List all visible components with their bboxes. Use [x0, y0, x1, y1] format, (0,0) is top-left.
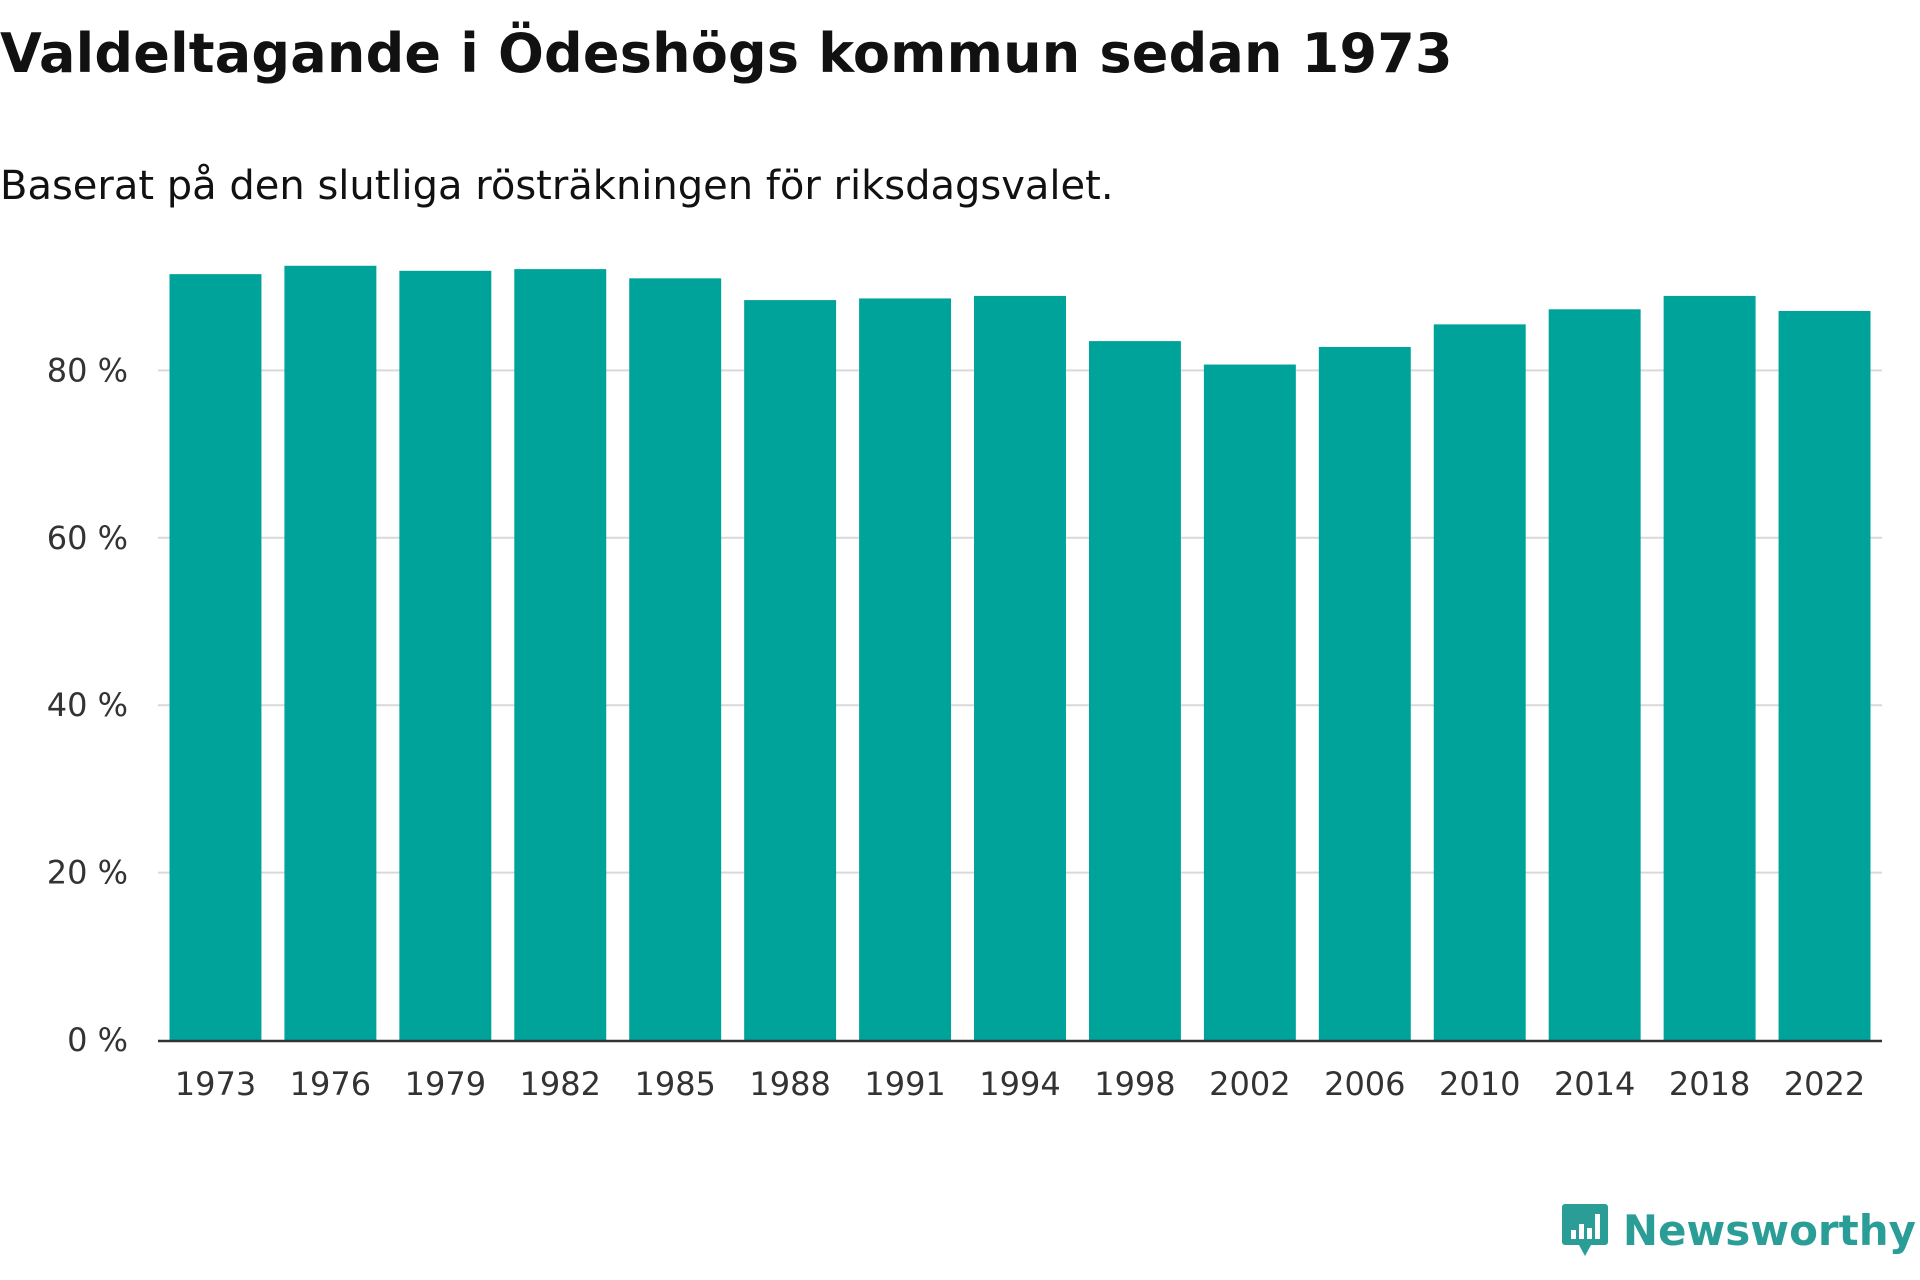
- x-tick-label: 1985: [634, 1065, 715, 1103]
- bar-2006[interactable]: [1318, 346, 1411, 1040]
- chart-title: Valdeltagande i Ödeshögs kommun sedan 19…: [0, 22, 1453, 85]
- x-tick-label: 1998: [1094, 1065, 1175, 1103]
- y-tick-label: 20 %: [47, 854, 128, 892]
- y-tick-label: 0 %: [67, 1021, 128, 1059]
- bar-2010[interactable]: [1433, 324, 1526, 1040]
- x-tick-label: 2022: [1784, 1065, 1865, 1103]
- bar-1998[interactable]: [1088, 341, 1181, 1041]
- x-tick-label: 1994: [979, 1065, 1060, 1103]
- bar-2022[interactable]: [1778, 310, 1871, 1040]
- brand-name: Newsworthy: [1622, 1205, 1916, 1255]
- y-axis-labels: 0 % 20 % 40 % 60 % 80 %: [47, 351, 128, 1059]
- newsworthy-logo-icon: [1561, 1204, 1608, 1256]
- bar-2014[interactable]: [1548, 309, 1641, 1040]
- y-tick-label: 60 %: [47, 519, 128, 557]
- bar-1991[interactable]: [859, 298, 952, 1041]
- chart-subtitle: Baserat på den slutliga rösträkningen fö…: [0, 163, 1114, 209]
- bar-1994[interactable]: [974, 295, 1066, 1041]
- x-tick-label: 2002: [1209, 1065, 1290, 1103]
- y-tick-label: 80 %: [47, 351, 128, 389]
- x-tick-label: 2006: [1324, 1065, 1405, 1103]
- bar-1982[interactable]: [514, 269, 607, 1040]
- bar-1973[interactable]: [169, 274, 262, 1040]
- y-tick-label: 40 %: [47, 686, 128, 724]
- bar-1985[interactable]: [629, 278, 722, 1041]
- x-tick-label: 2010: [1439, 1065, 1520, 1103]
- x-axis-labels: 1973 1976 1979 1982 1985 1988 1991 1994 1998 2002…: [175, 1065, 1866, 1103]
- brand-logo: Newsworthy: [1561, 1202, 1916, 1258]
- bar-2018[interactable]: [1663, 295, 1756, 1041]
- x-tick-label: 2018: [1669, 1065, 1750, 1103]
- bar-1976[interactable]: [284, 265, 377, 1040]
- bar-1988[interactable]: [744, 300, 837, 1040]
- x-tick-label: 1976: [290, 1065, 371, 1103]
- x-tick-label: 1979: [405, 1065, 486, 1103]
- bar-2002[interactable]: [1203, 364, 1296, 1040]
- bar-1979[interactable]: [399, 270, 492, 1040]
- x-tick-label: 1982: [520, 1065, 601, 1103]
- bars: [169, 265, 1871, 1041]
- x-tick-label: 2014: [1554, 1065, 1635, 1103]
- x-tick-label: 1973: [175, 1065, 256, 1103]
- x-tick-label: 1991: [864, 1065, 945, 1103]
- x-tick-label: 1988: [749, 1065, 830, 1103]
